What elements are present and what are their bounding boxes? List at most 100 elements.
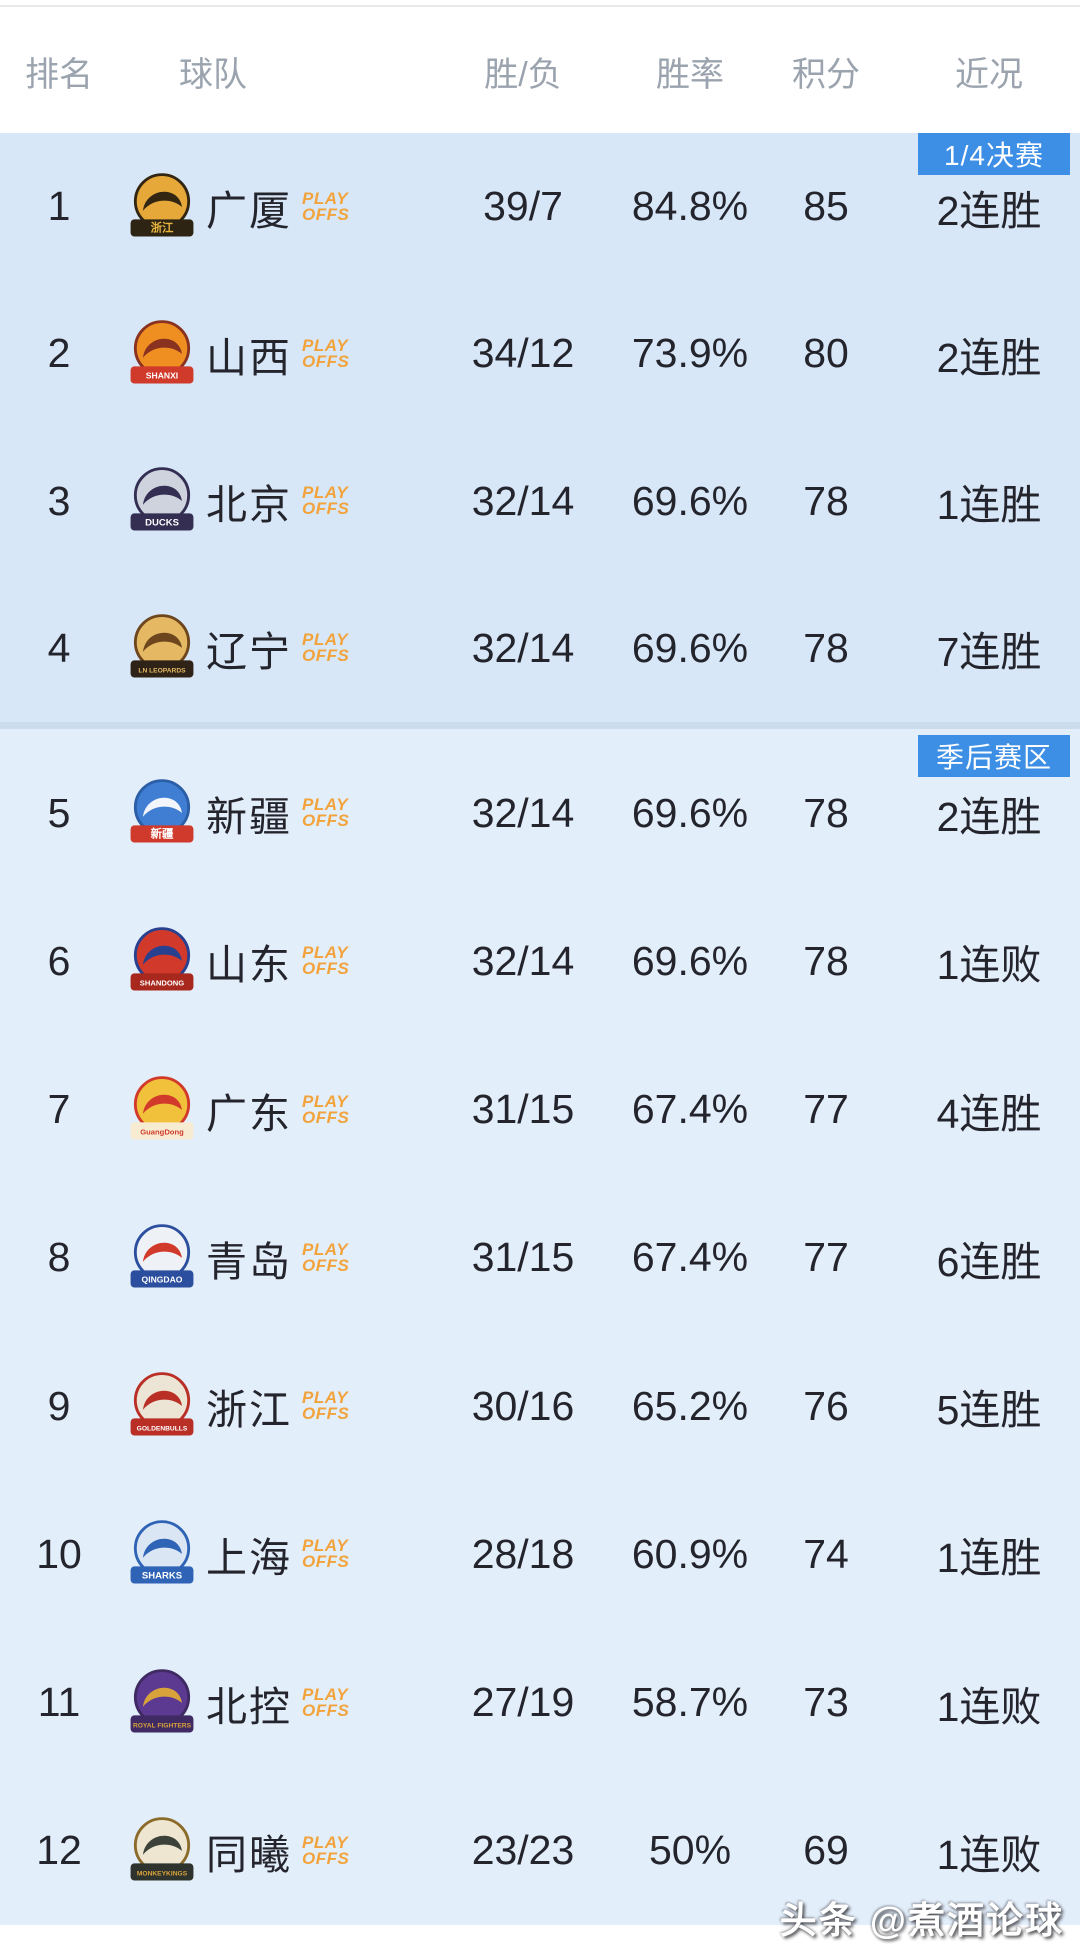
svg-text:QINGDAO: QINGDAO <box>142 1275 183 1285</box>
playoff-zone-badge: 季后赛区 <box>918 735 1070 777</box>
team-row[interactable]: 10 SHARKS 上海 PLAY OFFS 28/18 60.9% 74 1连… <box>0 1480 1080 1628</box>
nanjing-monkey-kings-logo: MONKEYKINGS <box>122 1811 202 1891</box>
team-rank: 12 <box>36 1827 82 1874</box>
team-win-rate: 69.6% <box>631 789 749 836</box>
team-win-rate: 84.8% <box>631 183 749 230</box>
playoffs-tag-line2: OFFS <box>302 1552 350 1572</box>
standings-header: 排名 球队 胜/负 胜率 积分 近况 <box>0 10 1080 133</box>
header-team: 球队 <box>179 56 247 94</box>
shanghai-sharks-logo: SHARKS <box>122 1514 202 1594</box>
team-win-loss: 23/23 <box>471 1827 575 1874</box>
playoffs-tag-line2: OFFS <box>302 351 350 371</box>
team-win-rate: 67.4% <box>631 1234 749 1281</box>
team-rank: 11 <box>37 1679 81 1726</box>
team-rank: 1 <box>47 183 71 230</box>
svg-text:GOLDENBULLS: GOLDENBULLS <box>137 1426 188 1433</box>
team-rank: 10 <box>36 1530 82 1577</box>
team-row[interactable]: 7 GuangDong 广东 PLAY OFFS 31/15 67.4% 77 … <box>0 1036 1080 1184</box>
header-win-rate: 胜率 <box>656 56 724 94</box>
team-row[interactable]: 11 ROYAL FIGHTERS 北控 PLAY OFFS 27/19 58.… <box>0 1629 1080 1777</box>
team-name: 浙江 <box>206 1387 292 1434</box>
team-row[interactable]: 5 新疆 新疆 PLAY OFFS 32/14 69.6% 78 2连胜 <box>0 739 1080 887</box>
team-points: 69 <box>803 1827 849 1874</box>
section-divider <box>0 722 1080 729</box>
team-points: 80 <box>803 330 849 377</box>
team-win-rate: 69.6% <box>631 937 749 984</box>
team-points: 77 <box>803 1086 849 1133</box>
team-win-rate: 69.6% <box>631 624 749 671</box>
team-streak: 4连胜 <box>936 1090 1042 1137</box>
team-rank: 9 <box>47 1382 71 1429</box>
shandong-logo: SHANDONG <box>122 921 202 1001</box>
team-name: 北控 <box>206 1683 292 1730</box>
team-name: 新疆 <box>206 794 292 841</box>
team-row[interactable]: 9 GOLDENBULLS 浙江 PLAY OFFS 30/16 65.2% 7… <box>0 1332 1080 1480</box>
team-streak: 6连胜 <box>936 1238 1042 1285</box>
team-win-loss: 32/14 <box>471 937 575 984</box>
team-row[interactable]: 1 浙江 广厦 PLAY OFFS 39/7 84.8% 85 2连胜 <box>0 133 1080 280</box>
team-streak: 2连胜 <box>936 334 1042 381</box>
playoffs-tag: PLAY OFFS <box>302 1536 350 1572</box>
team-win-loss: 28/18 <box>471 1530 575 1577</box>
playoffs-tag-line2: OFFS <box>302 1255 350 1275</box>
playoffs-tag: PLAY OFFS <box>302 484 349 517</box>
team-win-rate: 50% <box>648 1827 732 1874</box>
playoffs-tag-line1: PLAY <box>302 1536 349 1556</box>
team-streak: 1连胜 <box>936 482 1042 529</box>
playoffs-tag-line1: PLAY <box>302 188 349 208</box>
team-win-loss: 32/14 <box>471 789 575 836</box>
shanxi-loongs-logo: SHANXI <box>122 314 202 394</box>
team-win-rate: 65.2% <box>631 1382 749 1429</box>
team-points: 85 <box>803 183 849 230</box>
header-recent: 近况 <box>955 56 1023 94</box>
team-name: 上海 <box>206 1535 292 1582</box>
team-win-loss: 30/16 <box>471 1382 575 1429</box>
team-name: 山西 <box>206 334 292 381</box>
team-row[interactable]: 2 SHANXI 山西 PLAY OFFS 34/12 73.9% 80 2连胜 <box>0 280 1080 427</box>
team-rank: 8 <box>47 1234 71 1281</box>
svg-text:SHANDONG: SHANDONG <box>140 979 184 988</box>
playoffs-tag: PLAY OFFS <box>302 1239 350 1275</box>
team-row[interactable]: 6 SHANDONG 山东 PLAY OFFS 32/14 69.6% 78 1… <box>0 887 1080 1035</box>
header-points: 积分 <box>792 56 860 94</box>
team-win-rate: 58.7% <box>631 1679 749 1726</box>
toutiao-watermark: 头条 @煮酒论球 <box>779 1900 1064 1941</box>
team-win-rate: 73.9% <box>631 330 749 377</box>
playoffs-tag-line1: PLAY <box>302 1239 349 1259</box>
playoffs-tag-line2: OFFS <box>302 1848 350 1868</box>
team-points: 74 <box>803 1530 849 1577</box>
team-win-loss: 31/15 <box>471 1086 575 1133</box>
playoffs-tag: PLAY OFFS <box>302 1389 349 1422</box>
team-win-loss: 27/19 <box>471 1679 575 1726</box>
playoffs-tag-line2: OFFS <box>302 204 350 224</box>
team-streak: 7连胜 <box>936 629 1042 676</box>
svg-text:新疆: 新疆 <box>151 827 174 841</box>
svg-text:SHANXI: SHANXI <box>146 371 178 381</box>
team-rank: 6 <box>47 937 71 984</box>
team-row[interactable]: 4 LN LEOPARDS 辽宁 PLAY OFFS 32/14 69.6% 7… <box>0 575 1080 722</box>
qingdao-eagles-logo: QINGDAO <box>122 1218 202 1298</box>
beijing-ducks-logo: DUCKS <box>122 461 202 541</box>
team-streak: 2连胜 <box>936 187 1042 234</box>
team-streak: 1连败 <box>936 942 1042 989</box>
playoffs-tag: PLAY OFFS <box>302 1684 349 1719</box>
zhejiang-guangsha-lions-logo: 浙江 <box>122 167 202 247</box>
team-row[interactable]: 3 DUCKS 北京 PLAY OFFS 32/14 69.6% 78 1连胜 <box>0 428 1080 575</box>
team-name: 山东 <box>206 942 292 989</box>
team-win-rate: 60.9% <box>631 1530 749 1577</box>
playoffs-tag: PLAY OFFS <box>302 631 349 664</box>
team-points: 78 <box>803 789 849 836</box>
team-rank: 5 <box>47 789 71 836</box>
top-divider-line <box>0 5 1080 7</box>
team-name: 青岛 <box>206 1238 292 1285</box>
team-row[interactable]: 8 QINGDAO 青岛 PLAY OFFS 31/15 67.4% 77 6连… <box>0 1184 1080 1332</box>
team-win-loss: 31/15 <box>471 1234 575 1281</box>
team-streak: 1连败 <box>936 1683 1042 1730</box>
team-win-rate: 69.6% <box>631 477 749 524</box>
guangdong-tigers-logo: GuangDong <box>122 1070 202 1150</box>
zhejiang-golden-bulls-logo: GOLDENBULLS <box>122 1366 202 1446</box>
team-win-loss: 39/7 <box>483 183 563 230</box>
playoffs-tag-line1: PLAY <box>302 1684 349 1704</box>
team-row[interactable]: 12 MONKEYKINGS 同曦 PLAY OFFS 23/23 50% 69… <box>0 1777 1080 1925</box>
